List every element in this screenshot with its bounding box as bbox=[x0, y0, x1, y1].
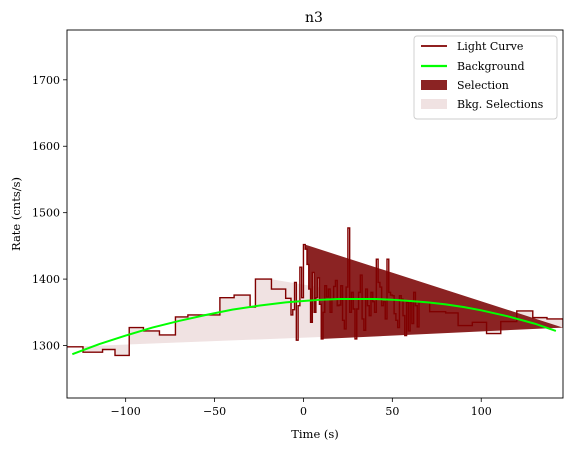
y-tick-label: 1400 bbox=[32, 273, 60, 286]
y-tick-label: 1700 bbox=[32, 74, 60, 87]
background-line bbox=[71, 298, 557, 356]
x-tick-label: −100 bbox=[111, 405, 141, 418]
x-axis-ticks: −100 −50 0 50 100 bbox=[111, 398, 492, 418]
x-tick-label: 100 bbox=[471, 405, 492, 418]
y-axis-label: Rate (cnts/s) bbox=[9, 177, 23, 251]
selection-region bbox=[304, 244, 563, 339]
legend-box bbox=[413, 35, 558, 120]
bkg-selection-region-1 bbox=[67, 279, 563, 356]
plot-area-frame bbox=[66, 29, 564, 399]
selection-region-fill bbox=[304, 244, 563, 339]
legend-swatch-selection bbox=[421, 80, 447, 90]
x-axis-label: Time (s) bbox=[291, 427, 339, 441]
x-tick-label: −50 bbox=[203, 405, 226, 418]
y-tick-label: 1300 bbox=[32, 340, 60, 353]
legend-label-selection: Selection bbox=[457, 79, 509, 92]
x-tick-label: 50 bbox=[385, 405, 399, 418]
legend: Light Curve Background Selection Bkg. Se… bbox=[413, 35, 558, 120]
legend-label-background: Background bbox=[457, 60, 525, 73]
chart-title: n3 bbox=[305, 10, 323, 26]
y-tick-label: 1500 bbox=[32, 207, 60, 220]
legend-swatch-bkg-selections bbox=[421, 99, 447, 109]
light-curve-series bbox=[67, 227, 563, 357]
y-tick-label: 1600 bbox=[32, 140, 60, 153]
legend-label-light-curve: Light Curve bbox=[457, 40, 523, 53]
y-axis-ticks: 1300 1400 1500 1600 1700 bbox=[32, 74, 67, 353]
background-series bbox=[71, 298, 557, 356]
light-curve-line bbox=[67, 227, 563, 357]
legend-label-bkg-selections: Bkg. Selections bbox=[457, 98, 544, 111]
x-tick-label: 0 bbox=[300, 405, 307, 418]
